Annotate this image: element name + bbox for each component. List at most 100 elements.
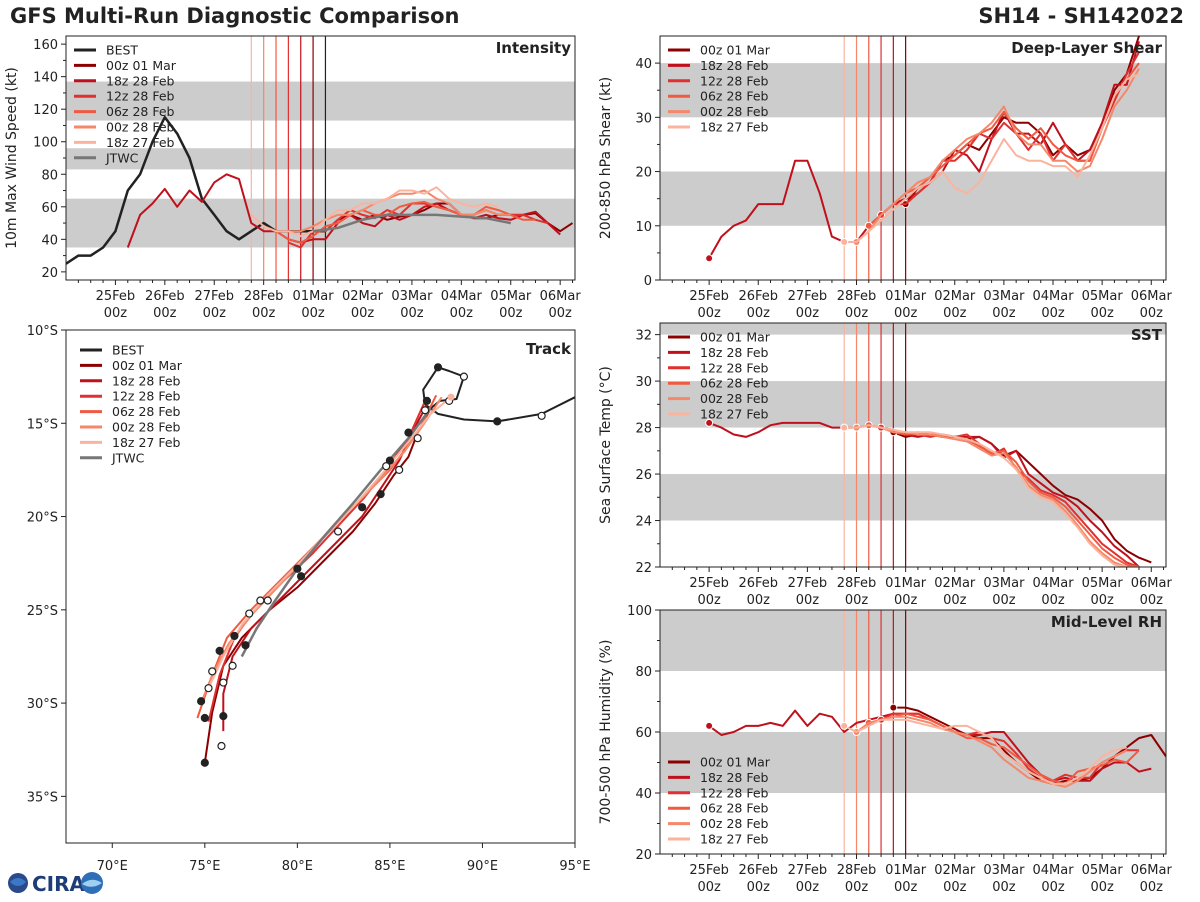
sst-panel: 22 24 26 28 30 32 25Feb 00z 26Feb 00z 27Feb 00z 28Fe… — [598, 322, 1172, 608]
rh-xtick-hour: 00z — [1140, 880, 1164, 895]
rh-panel: 20 40 60 80 100 25Feb 00z 26Feb 00z 27Feb 00z 28Feb… — [598, 604, 1172, 895]
rh-xtick-hour: 00z — [1041, 880, 1065, 895]
shear-xtick-hour: 00z — [1041, 306, 1065, 321]
intensity-legend-label: 06z 28 Feb — [106, 104, 175, 119]
track-panel: 70°E 75°E 80°E 85°E 90°E 95°E 10°S 15°S 20°S 25°S… — [27, 324, 591, 874]
track-plot-area — [196, 363, 575, 767]
sst-xtick-hour: 00z — [894, 593, 918, 608]
track-legend-label: JTWC — [111, 450, 145, 465]
shear-xtick-hour: 00z — [796, 306, 820, 321]
intensity-xtick-day: 06Mar — [540, 289, 582, 304]
shear-xtick-hour: 00z — [747, 306, 771, 321]
intensity-ytick-label: 100 — [33, 136, 58, 151]
rh-xtick-day: 04Mar — [1032, 863, 1074, 878]
shear-legend-label: 18z 28 Feb — [700, 58, 769, 73]
shear-band — [660, 63, 1166, 118]
shear-ytick-label: 30 — [635, 111, 652, 126]
intensity-xtick-day: 03Mar — [391, 289, 433, 304]
sst-ytick-label: 30 — [635, 375, 652, 390]
sst-xtick-hour: 00z — [845, 593, 869, 608]
intensity-xtick-hour: 00z — [499, 306, 523, 321]
intensity-ytick-label: 120 — [33, 103, 58, 118]
track-xtick-label: 70°E — [97, 859, 128, 874]
rh-legend-label: 18z 28 Feb — [700, 770, 769, 785]
rh-init-point — [840, 721, 849, 730]
rh-xtick-hour: 00z — [697, 880, 721, 895]
rh-xtick-day: 06Mar — [1131, 863, 1173, 878]
sst-xtick-hour: 00z — [1090, 593, 1114, 608]
sst-xtick-day: 03Mar — [983, 576, 1025, 591]
track-position-marker — [241, 641, 250, 650]
intensity-xtick-day: 25Feb — [96, 289, 136, 304]
track-position-marker — [385, 456, 395, 465]
intensity-panel: 20 40 60 80 100 120 140 160 25Feb 00z 26Feb 00z 27Fe… — [4, 35, 582, 321]
track-position-marker — [420, 406, 430, 415]
shear-title: Deep-Layer Shear — [1011, 39, 1162, 57]
sst-xtick-hour: 00z — [943, 593, 967, 608]
rh-series-00z-28-feb — [855, 715, 1128, 788]
sst-ytick-label: 32 — [635, 329, 652, 344]
rh-xtick-day: 25Feb — [689, 863, 729, 878]
sst-ylabel: Sea Surface Temp (°C) — [598, 366, 614, 524]
rh-legend-label: 06z 28 Feb — [700, 801, 769, 816]
track-legend-label: 00z 01 Mar — [112, 358, 183, 373]
track-legend-label: BEST — [112, 343, 144, 358]
intensity-ytick-label: 160 — [33, 38, 58, 53]
track-xtick-label: 85°E — [374, 859, 405, 874]
shear-init-point — [705, 254, 714, 263]
intensity-ytick-label: 60 — [41, 201, 58, 216]
rh-band — [660, 732, 1166, 793]
shear-legend-label: 12z 28 Feb — [700, 73, 769, 88]
sst-xtick-day: 28Feb — [837, 576, 877, 591]
track-series-jtwc — [240, 407, 432, 658]
track-ytick-label: 30°S — [27, 697, 58, 712]
rh-xtick-hour: 00z — [747, 880, 771, 895]
track-position-marker — [493, 417, 502, 426]
track-position-marker — [228, 661, 237, 670]
sst-ytick-label: 26 — [635, 468, 652, 483]
shear-ytick-label: 10 — [635, 220, 652, 235]
track-position-marker — [537, 411, 546, 420]
track-frame — [65, 329, 576, 844]
sst-xtick-hour: 00z — [747, 593, 771, 608]
rh-xtick-day: 26Feb — [738, 863, 778, 878]
shear-xtick-day: 05Mar — [1082, 289, 1124, 304]
sst-xtick-day: 01Mar — [885, 576, 927, 591]
sst-xtick-day: 05Mar — [1082, 576, 1124, 591]
shear-xtick-hour: 00z — [697, 306, 721, 321]
rh-xtick-day: 01Mar — [885, 863, 927, 878]
intensity-series-jtwc — [312, 213, 512, 233]
rh-xtick-hour: 00z — [1090, 880, 1114, 895]
shear-xtick-day: 28Feb — [837, 289, 877, 304]
sst-xtick-hour: 00z — [992, 593, 1016, 608]
intensity-xtick-day: 02Mar — [342, 289, 384, 304]
sst-legend-label: 00z 28 Feb — [700, 391, 769, 406]
intensity-xtick-day: 01Mar — [293, 289, 335, 304]
shear-xtick-hour: 00z — [1090, 306, 1114, 321]
track-ytick-label: 25°S — [27, 604, 58, 619]
rh-xtick-day: 05Mar — [1082, 863, 1124, 878]
track-position-marker — [413, 434, 422, 443]
shear-series-00z-28-feb — [855, 68, 1140, 243]
shear-xtick-day: 25Feb — [689, 289, 729, 304]
rh-xtick-day: 28Feb — [837, 863, 877, 878]
rh-legend-label: 12z 28 Feb — [700, 785, 769, 800]
sst-xtick-hour: 00z — [796, 593, 820, 608]
sst-legend-label: 00z 01 Mar — [700, 330, 771, 345]
track-series-best — [422, 366, 575, 423]
track-position-marker — [422, 396, 432, 405]
sst-plot-area — [660, 323, 1166, 567]
track-ytick-label: 15°S — [27, 417, 58, 432]
shear-xtick-hour: 00z — [1140, 306, 1164, 321]
intensity-legend-label: 18z 28 Feb — [106, 73, 175, 88]
shear-panel: 0 10 20 30 40 25Feb 00z 26Feb 00z 27Feb 00z 28Feb 00… — [598, 35, 1172, 321]
sst-xtick-hour: 00z — [1041, 593, 1065, 608]
track-position-marker — [230, 631, 239, 641]
cira-logo-text: CIRA — [32, 872, 86, 896]
rh-xtick-day: 02Mar — [934, 863, 976, 878]
intensity-ytick-label: 40 — [41, 233, 58, 248]
sst-band — [660, 323, 1166, 335]
rh-xtick-hour: 00z — [943, 880, 967, 895]
sst-xtick-day: 04Mar — [1032, 576, 1074, 591]
intensity-series-18z-27-feb — [250, 186, 499, 238]
